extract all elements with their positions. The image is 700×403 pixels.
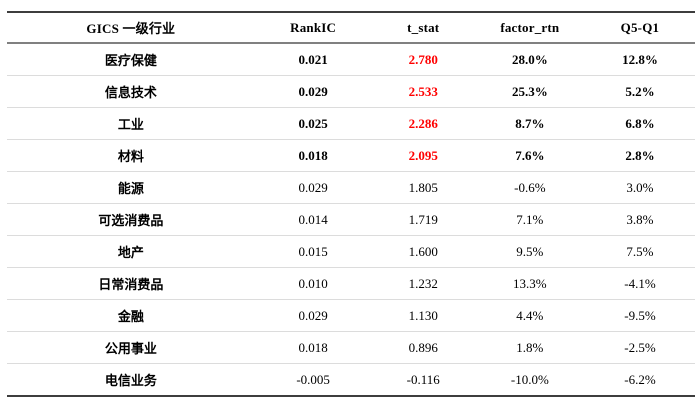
tstat-cell: 1.719 (408, 211, 438, 227)
factor-rtn-cell: 7.6% (515, 147, 545, 163)
col-header-industry: GICS 一级行业 (7, 12, 255, 44)
q5q1-cell: 12.8% (622, 51, 658, 67)
rankic-cell: 0.029 (298, 307, 328, 323)
industry-cell: 信息技术 (104, 85, 157, 100)
factor-rtn-cell: 1.8% (516, 339, 544, 355)
industry-cell: 电信业务 (104, 373, 157, 388)
tstat-cell: 2.095 (408, 147, 438, 163)
tstat-cell: 0.896 (408, 339, 438, 355)
industry-cell: 公用事业 (104, 341, 157, 356)
table-row: 医疗保健 0.021 2.780 28.0% 12.8% (7, 43, 695, 76)
table-row: 可选消费品 0.014 1.719 7.1% 3.8% (7, 204, 695, 236)
q5q1-cell: 3.0% (626, 179, 654, 195)
q5q1-cell: 7.5% (626, 243, 654, 259)
factor-rtn-cell: 7.1% (516, 211, 544, 227)
tstat-cell: 1.130 (408, 307, 438, 323)
factor-rtn-cell: 25.3% (511, 83, 548, 99)
factor-rtn-cell: -10.0% (510, 371, 549, 387)
rankic-cell: 0.029 (298, 83, 328, 99)
q5q1-cell: -6.2% (624, 371, 656, 387)
factor-rtn-cell: 13.3% (513, 275, 547, 291)
tstat-cell: 1.600 (408, 243, 438, 259)
tstat-cell: 2.780 (408, 51, 438, 67)
rankic-cell: 0.010 (298, 275, 328, 291)
q5q1-cell: -4.1% (624, 275, 656, 291)
table-header-row: GICS 一级行业 RankIC t_stat factor_rtn Q5-Q1 (7, 12, 695, 44)
rankic-cell: -0.005 (296, 371, 330, 387)
industry-factor-table: GICS 一级行业 RankIC t_stat factor_rtn Q5-Q1… (7, 11, 695, 397)
industry-cell: 能源 (117, 181, 144, 196)
industry-cell: 工业 (117, 117, 144, 132)
q5q1-cell: -2.5% (624, 339, 656, 355)
rankic-cell: 0.021 (298, 51, 328, 67)
table-row: 电信业务 -0.005 -0.116 -10.0% -6.2% (7, 364, 695, 397)
table-row: 材料 0.018 2.095 7.6% 2.8% (7, 140, 695, 172)
industry-cell: 医疗保健 (104, 53, 157, 68)
table-row: 日常消费品 0.010 1.232 13.3% -4.1% (7, 268, 695, 300)
tstat-cell: 2.286 (408, 115, 438, 131)
table-row: 地产 0.015 1.600 9.5% 7.5% (7, 236, 695, 268)
col-header-q5q1: Q5-Q1 (584, 12, 695, 44)
col-header-tstat: t_stat (371, 12, 475, 44)
table-row: 能源 0.029 1.805 -0.6% 3.0% (7, 172, 695, 204)
table-row: 工业 0.025 2.286 8.7% 6.8% (7, 108, 695, 140)
factor-rtn-cell: 4.4% (516, 307, 544, 323)
industry-cell: 金融 (117, 309, 144, 324)
rankic-cell: 0.018 (298, 339, 328, 355)
tstat-cell: 2.533 (408, 83, 438, 99)
factor-rtn-cell: 28.0% (511, 51, 548, 67)
table-row: 金融 0.029 1.130 4.4% -9.5% (7, 300, 695, 332)
q5q1-cell: 3.8% (626, 211, 654, 227)
industry-cell: 日常消费品 (98, 277, 164, 292)
rankic-cell: 0.018 (298, 147, 328, 163)
table-body: 医疗保健 0.021 2.780 28.0% 12.8% 信息技术 0.029 … (7, 43, 695, 396)
rankic-cell: 0.015 (298, 243, 328, 259)
q5q1-cell: 5.2% (625, 83, 655, 99)
rankic-cell: 0.025 (298, 115, 328, 131)
table-row: 信息技术 0.029 2.533 25.3% 5.2% (7, 76, 695, 108)
table-row: 公用事业 0.018 0.896 1.8% -2.5% (7, 332, 695, 364)
industry-cell: 材料 (117, 149, 144, 164)
q5q1-cell: -9.5% (624, 307, 656, 323)
rankic-cell: 0.014 (298, 211, 328, 227)
tstat-cell: 1.232 (408, 275, 438, 291)
q5q1-cell: 6.8% (625, 115, 655, 131)
industry-cell: 地产 (117, 245, 144, 260)
tstat-cell: -0.116 (406, 371, 440, 387)
factor-rtn-cell: 9.5% (516, 243, 544, 259)
q5q1-cell: 2.8% (625, 147, 655, 163)
data-table: GICS 一级行业 RankIC t_stat factor_rtn Q5-Q1… (7, 11, 695, 397)
factor-rtn-cell: -0.6% (514, 179, 546, 195)
col-header-factor-rtn: factor_rtn (474, 12, 585, 44)
tstat-cell: 1.805 (408, 179, 438, 195)
col-header-rankic: RankIC (254, 12, 372, 44)
industry-cell: 可选消费品 (98, 213, 164, 228)
rankic-cell: 0.029 (298, 179, 328, 195)
factor-rtn-cell: 8.7% (515, 115, 545, 131)
